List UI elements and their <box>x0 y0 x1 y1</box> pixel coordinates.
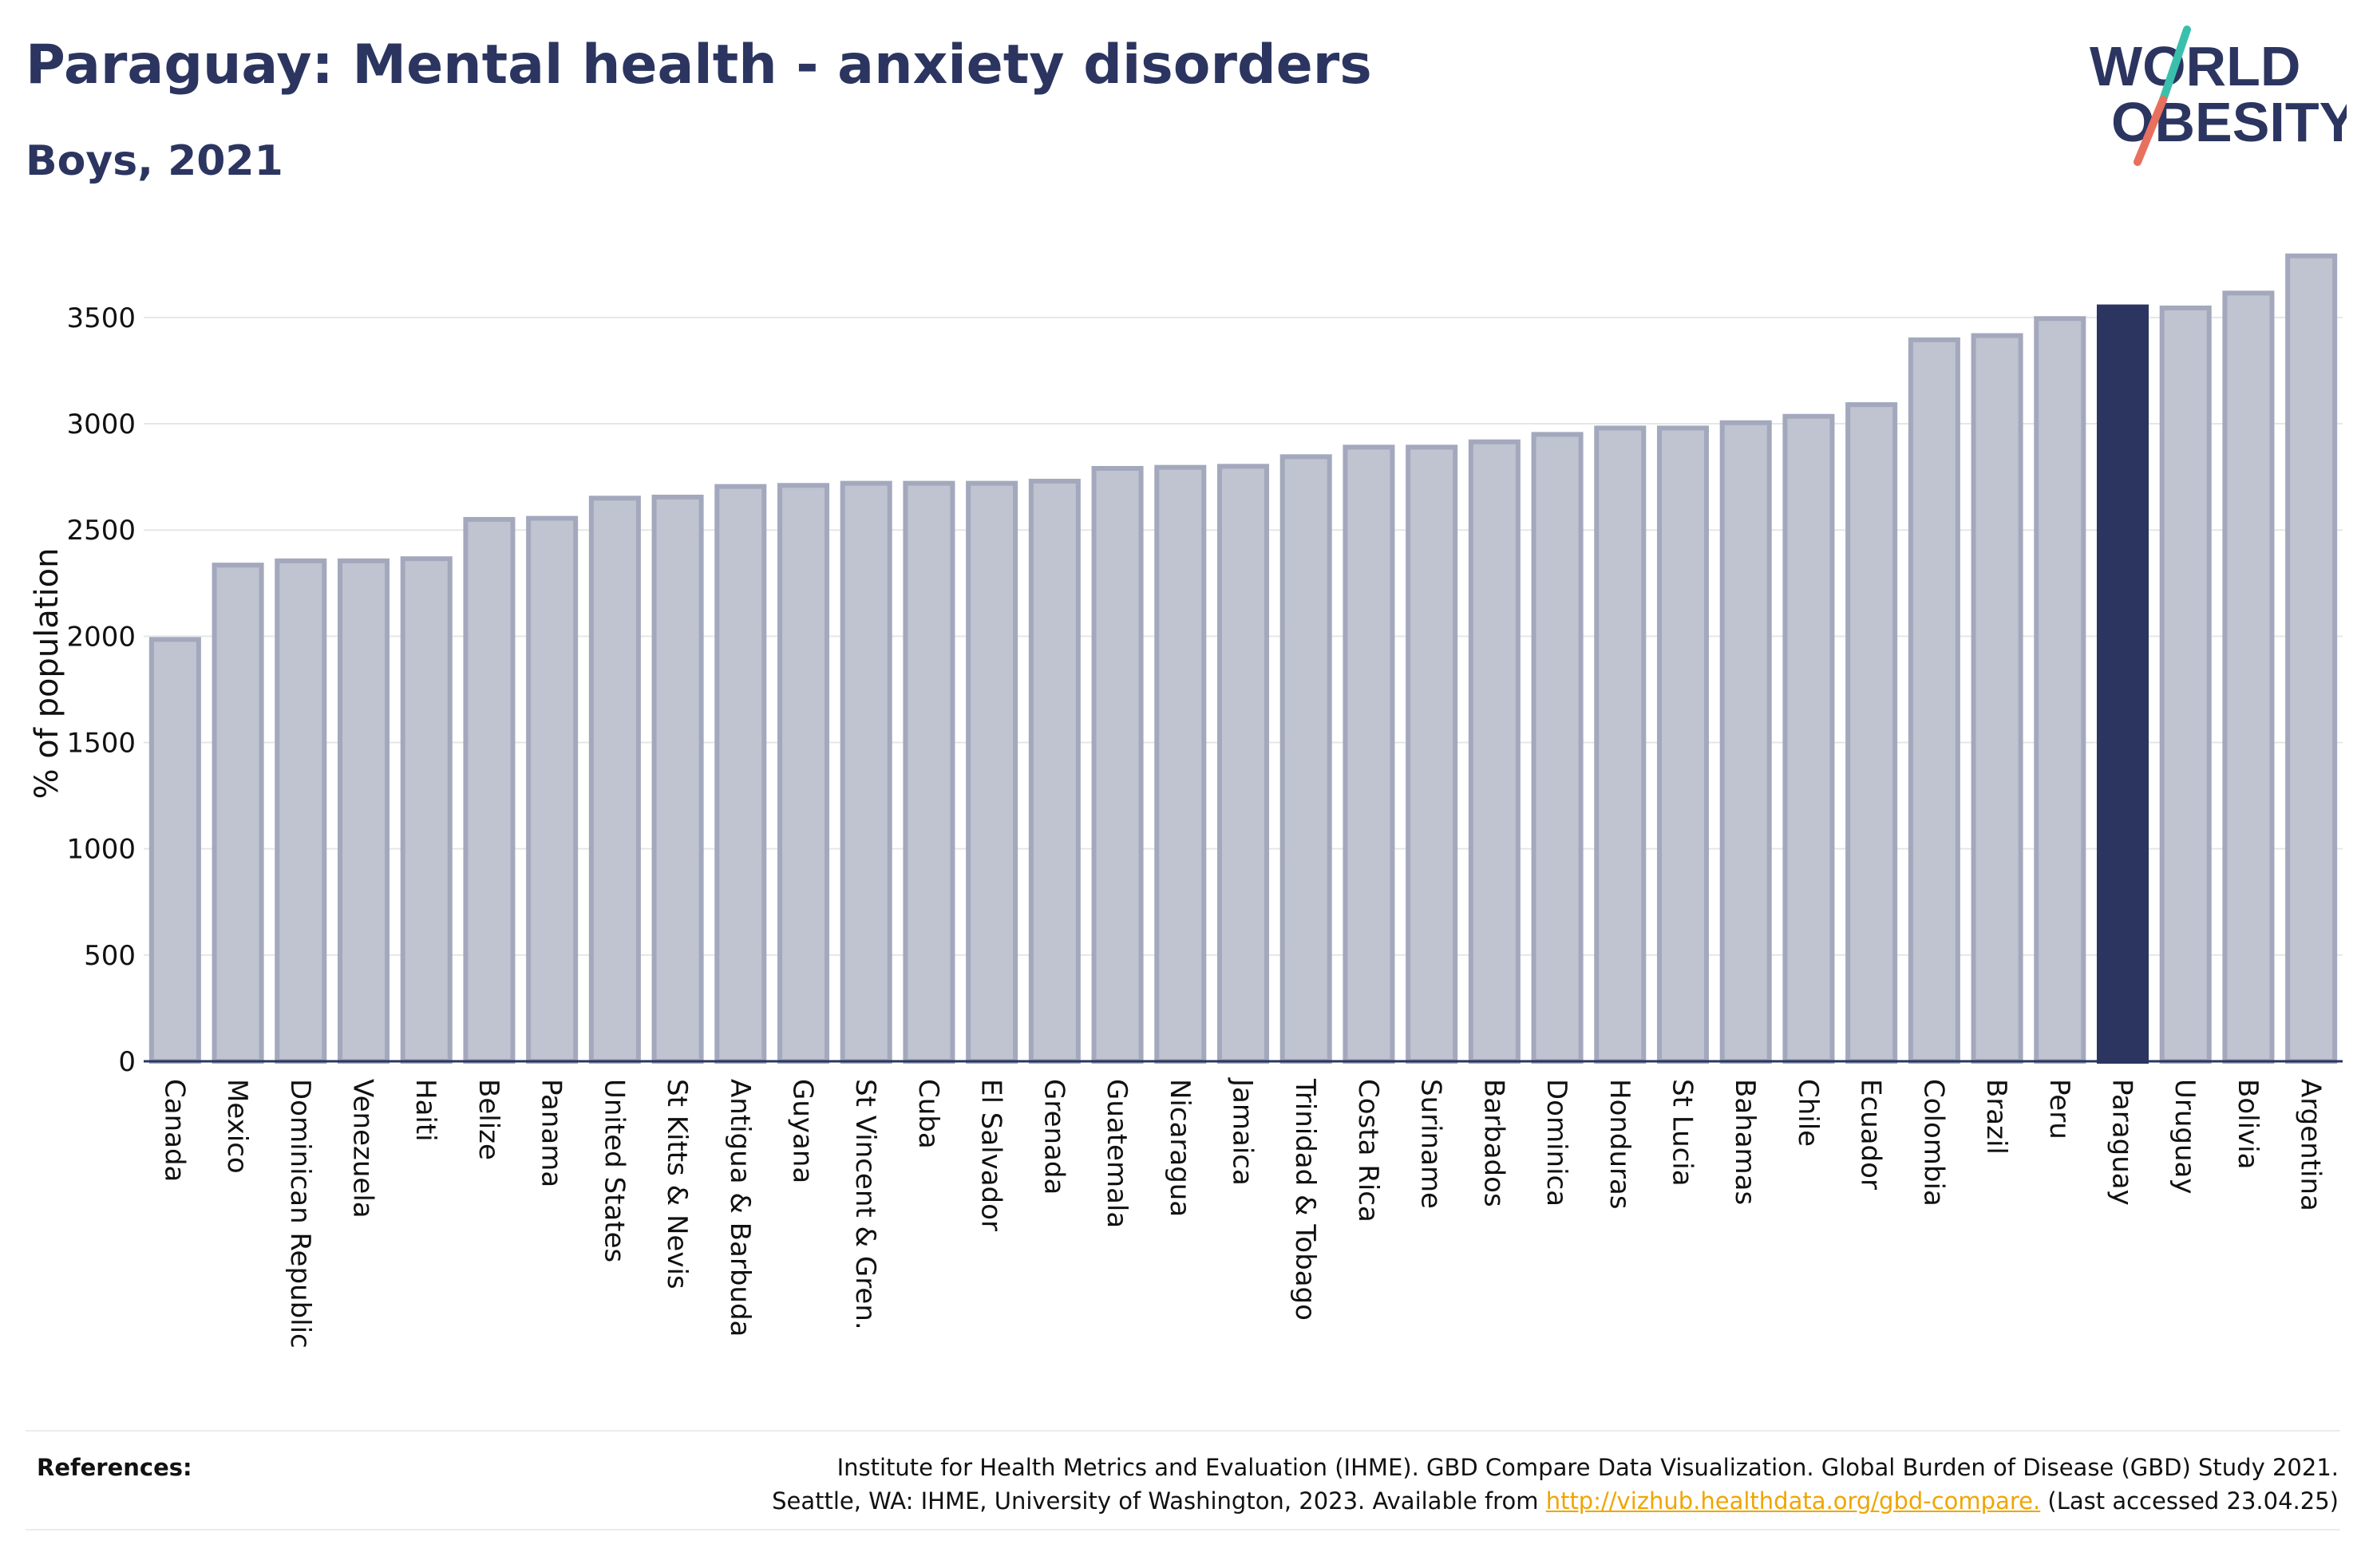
bar <box>1656 425 1710 1064</box>
logo-slash-coral <box>2134 96 2167 166</box>
y-tick-label: 1000 <box>66 834 136 866</box>
bar <box>1845 402 1898 1064</box>
bar <box>337 558 390 1064</box>
bar <box>1971 333 2023 1064</box>
bar <box>903 480 955 1064</box>
bar <box>1908 337 1960 1064</box>
bar <box>1343 444 1395 1064</box>
x-tick-label: Costa Rica <box>1352 1079 1384 1222</box>
bar <box>1782 413 1835 1064</box>
y-tick-label: 1500 <box>66 728 136 760</box>
x-tick-label: Trinidad & Tobago <box>1289 1078 1321 1321</box>
x-tick-label: Barbados <box>1477 1079 1509 1207</box>
bar <box>966 480 1018 1064</box>
bar <box>777 483 830 1064</box>
x-tick-label: United States <box>598 1079 630 1262</box>
references-line-2-prefix: Seattle, WA: IHME, University of Washing… <box>772 1487 1546 1515</box>
references-line-1: Institute for Health Metrics and Evaluat… <box>836 1454 2339 1481</box>
bar <box>1406 444 1458 1064</box>
bar-highlighted <box>2096 304 2149 1064</box>
x-tick-label: Antigua & Barbuda <box>724 1079 756 1337</box>
x-tick-label: Guatemala <box>1101 1079 1133 1228</box>
references-line-2: Seattle, WA: IHME, University of Washing… <box>772 1484 2339 1518</box>
x-tick-label: Venezuela <box>347 1079 379 1218</box>
bar <box>1531 432 1584 1064</box>
x-tick-label: El Salvador <box>975 1079 1007 1231</box>
y-tick-label: 500 <box>84 940 136 972</box>
chart-title: Paraguay: Mental health - anxiety disord… <box>26 34 1372 97</box>
bar <box>588 496 641 1064</box>
bar <box>1468 439 1521 1064</box>
x-tick-label: Dominican Republic <box>284 1079 316 1349</box>
bar <box>400 556 453 1064</box>
x-tick-label: Belize <box>473 1079 504 1160</box>
logo-world-text: WORLD <box>2090 35 2300 97</box>
x-tick-label: Canada <box>158 1079 190 1182</box>
bars <box>148 253 2338 1064</box>
x-tick-label: Panama <box>536 1079 568 1187</box>
x-axis-labels: Canada Mexico Dominican Republic Venezuela H… <box>158 1077 2326 1349</box>
references-link[interactable]: http://vizhub.healthdata.org/gbd-compare… <box>1545 1487 2041 1515</box>
bar <box>1154 464 1207 1064</box>
bar <box>463 516 516 1064</box>
world-obesity-logo: WORLD OBESITY <box>2090 26 2347 166</box>
chart-subtitle: Boys, 2021 <box>26 137 283 185</box>
y-tick-label: 3500 <box>66 302 136 334</box>
bar <box>2159 305 2212 1064</box>
bar-chart: 0 500 1000 1500 2000 2500 3000 3500 Canada Mexic… <box>29 253 2343 1349</box>
bar <box>275 558 327 1064</box>
bar <box>148 637 201 1064</box>
y-tick-label: 2000 <box>66 621 136 653</box>
x-tick-label: Mexico <box>221 1079 253 1174</box>
bar <box>714 484 767 1064</box>
bar <box>651 494 704 1064</box>
x-tick-label: Bolivia <box>2232 1079 2264 1169</box>
x-tick-label: Honduras <box>1604 1079 1635 1210</box>
bar <box>212 563 264 1064</box>
x-tick-label: Ecuador <box>1855 1079 1887 1190</box>
y-tick-label: 0 <box>118 1046 136 1078</box>
bar <box>1091 465 1144 1064</box>
x-tick-label: Paraguay <box>2106 1079 2138 1206</box>
x-tick-label: Dominica <box>1540 1079 1572 1207</box>
y-axis-label: % of population <box>29 548 65 800</box>
bar <box>2285 253 2338 1064</box>
x-tick-label: Guyana <box>787 1079 819 1183</box>
x-tick-label: Argentina <box>2295 1079 2327 1211</box>
y-tick-label: 3000 <box>66 409 136 440</box>
x-tick-label: Nicaragua <box>1164 1079 1196 1217</box>
x-tick-label: Colombia <box>1917 1079 1949 1207</box>
x-tick-label: Cuba <box>912 1079 944 1149</box>
bar <box>526 515 579 1064</box>
references-text: Institute for Health Metrics and Evaluat… <box>772 1451 2339 1518</box>
bar <box>1028 478 1081 1064</box>
y-tick-label: 2500 <box>66 515 136 547</box>
references-label: References: <box>37 1454 192 1481</box>
x-tick-label: Grenada <box>1038 1079 1070 1195</box>
logo-slash-teal <box>2159 26 2191 104</box>
bar <box>1594 425 1647 1064</box>
bar <box>1279 454 1332 1064</box>
references-line-2-suffix: (Last accessed 23.04.25) <box>2040 1487 2339 1515</box>
x-tick-label: Bahamas <box>1729 1079 1761 1205</box>
y-axis-ticks: 0 500 1000 1500 2000 2500 3000 3500 <box>66 302 136 1078</box>
bar <box>2222 290 2275 1064</box>
x-tick-label: Suriname <box>1415 1079 1447 1209</box>
x-tick-label: Chile <box>1792 1079 1824 1147</box>
bar <box>1719 420 1772 1064</box>
bar <box>2034 316 2086 1064</box>
x-tick-label: Uruguay <box>2169 1079 2201 1195</box>
x-tick-label: Peru <box>2043 1079 2075 1139</box>
x-tick-label: Haiti <box>409 1079 441 1142</box>
x-tick-label: Brazil <box>1980 1079 2012 1155</box>
x-tick-label: St Lucia <box>1667 1079 1699 1187</box>
x-tick-label: St Vincent & Gren. <box>849 1079 881 1330</box>
x-tick-label: Jamaica <box>1227 1077 1259 1186</box>
bar <box>840 480 892 1064</box>
x-tick-label: St Kitts & Nevis <box>661 1079 693 1290</box>
bar <box>1216 464 1270 1064</box>
references-box: References: Institute for Health Metrics… <box>26 1430 2340 1530</box>
